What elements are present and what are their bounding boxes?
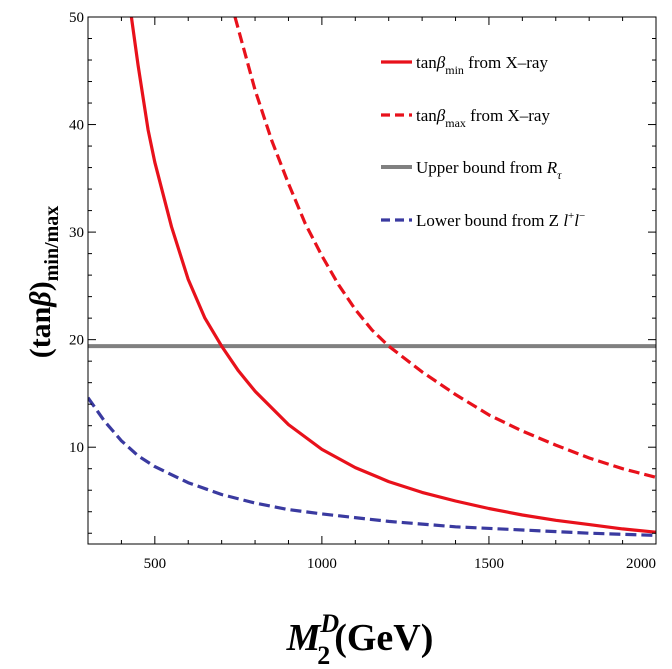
y-tick-label: 50 xyxy=(69,10,84,26)
y-tick-label: 30 xyxy=(69,225,84,241)
x-axis-label: MD 2 (GeV) xyxy=(286,609,434,669)
legend-label-xray-min: tanβmin from X–ray xyxy=(416,53,548,77)
y-tick-label: 20 xyxy=(69,333,84,349)
x-tick-label: 2000 xyxy=(626,556,656,572)
ticks-layer: 500 1000 1500 2000 10 20 30 40 50 xyxy=(69,10,657,572)
y-tick-label: 40 xyxy=(69,118,84,134)
x-tick-label: 500 xyxy=(144,556,167,572)
legend: tanβmin from X–ray tanβmax from X–ray Uppe… xyxy=(381,53,585,230)
x-tick-label: 1000 xyxy=(307,556,337,572)
legend-label-lower-bound: Lower bound from Z l+l− xyxy=(416,210,585,230)
plot-frame xyxy=(87,16,657,545)
series-lower-bound-line xyxy=(88,396,656,537)
series-layer xyxy=(88,17,656,537)
y-tick-label: 10 xyxy=(69,440,84,456)
y-axis-label: (tanβ)min/max xyxy=(24,206,63,359)
series-xray-min-line xyxy=(129,17,656,534)
x-tick-label: 1500 xyxy=(474,556,504,572)
legend-label-upper-bound: Upper bound from Rτ xyxy=(416,158,562,182)
series-xray-max-line xyxy=(233,17,656,479)
legend-label-xray-max: tanβmax from X–ray xyxy=(416,106,550,130)
